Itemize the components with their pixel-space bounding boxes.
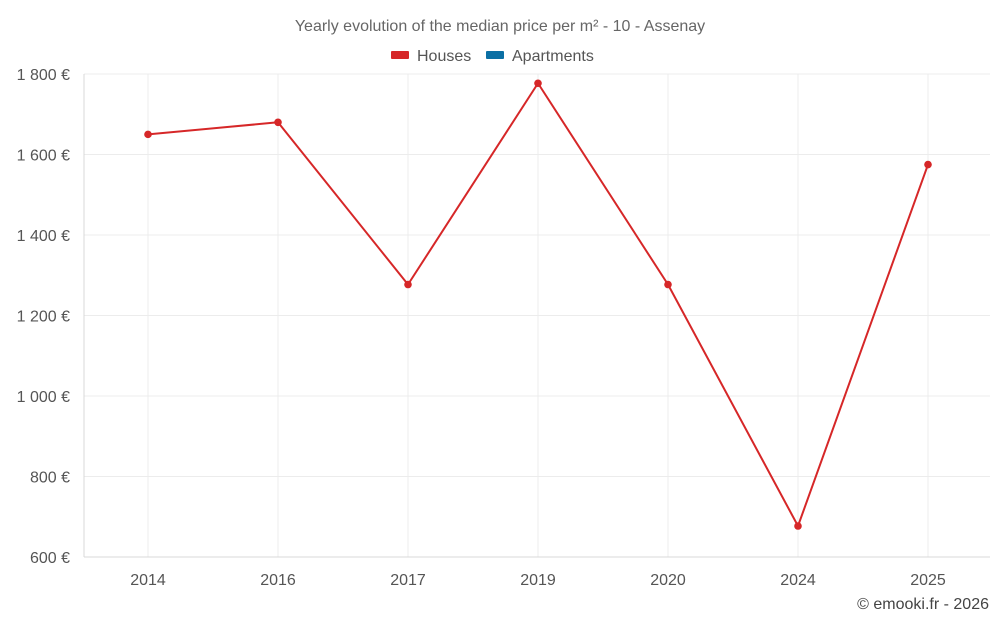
x-axis-tick-label: 2017 (390, 572, 426, 589)
chart-legend: Houses Apartments (391, 48, 594, 65)
copyright-credit: © emooki.fr - 2026 (857, 596, 989, 613)
houses-data-point (274, 118, 282, 127)
x-axis-tick-label: 2020 (650, 572, 686, 589)
y-axis-tick-label: 1 000 € (17, 389, 70, 406)
x-axis-tick-label: 2019 (520, 572, 556, 589)
axis-layer: 600 € 800 € 1 000 € 1 200 € 1 400 € 1 600 € 1 … (17, 67, 990, 589)
y-axis-tick-label: 1 200 € (17, 309, 70, 326)
houses-data-point (404, 280, 412, 289)
x-axis-tick-label: 2025 (910, 572, 946, 589)
y-axis-tick-label: 1 800 € (17, 67, 70, 84)
y-axis-tick-label: 1 400 € (17, 228, 70, 245)
legend-item-apartments[interactable]: Apartments (486, 48, 594, 65)
series-layer (144, 79, 932, 530)
x-axis-tick-label: 2014 (130, 572, 166, 589)
legend-swatch-houses (391, 51, 409, 59)
houses-data-point (534, 79, 542, 88)
legend-label-apartments: Apartments (512, 48, 594, 65)
y-axis-tick-label: 800 € (30, 470, 70, 487)
legend-swatch-apartments (486, 51, 504, 59)
houses-data-point (144, 130, 152, 139)
houses-data-point (924, 160, 932, 169)
legend-label-houses: Houses (417, 48, 471, 65)
y-axis-tick-label: 600 € (30, 550, 70, 567)
x-axis-tick-label: 2016 (260, 572, 296, 589)
y-axis-tick-label: 1 600 € (17, 148, 70, 165)
grid-layer (84, 73, 990, 557)
x-axis-tick-label: 2024 (780, 572, 816, 589)
houses-data-point (794, 522, 802, 530)
legend-item-houses[interactable]: Houses (391, 48, 471, 65)
houses-data-point (664, 280, 672, 289)
chart-title: Yearly evolution of the median price per… (295, 18, 705, 35)
